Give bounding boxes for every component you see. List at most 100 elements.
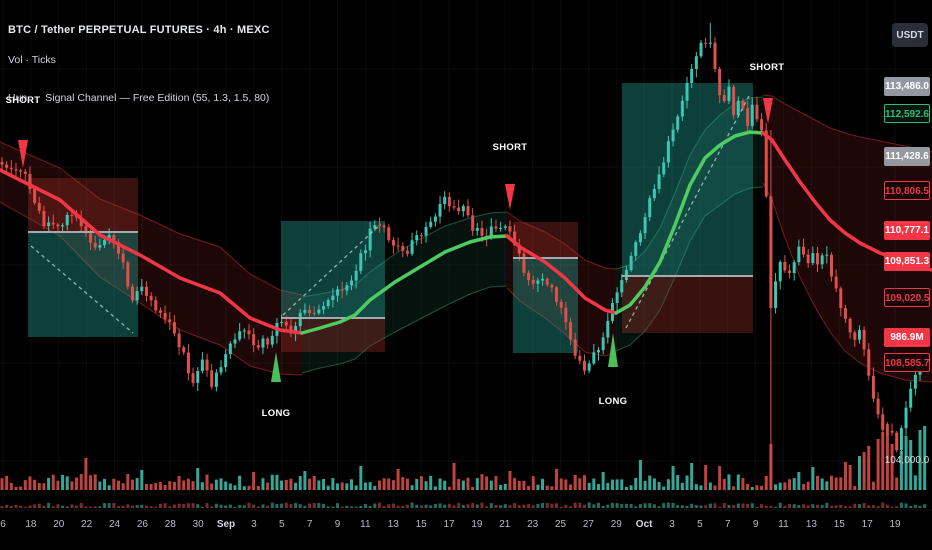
volume-bar <box>210 483 214 490</box>
candle-body <box>899 428 903 451</box>
ticks-bar <box>144 505 148 508</box>
candle-body <box>559 301 563 308</box>
candle-body <box>93 242 97 248</box>
ticks-bar <box>308 503 312 508</box>
volume-bar <box>228 483 232 490</box>
candle-body <box>573 339 577 356</box>
ticks-bar <box>508 505 512 508</box>
band-upper-edge <box>762 94 932 153</box>
volume-bar <box>284 479 288 490</box>
volume-indicator-legend[interactable]: Vol · Ticks <box>8 54 56 66</box>
trade-side-label: SHORT <box>6 95 41 106</box>
volume-bar <box>340 482 344 490</box>
candle-body <box>401 246 405 251</box>
ticks-bar <box>829 505 833 508</box>
volume-bar <box>732 486 736 490</box>
ticks-bar <box>601 506 605 508</box>
ticks-bar <box>186 503 190 508</box>
volume-bar <box>704 465 708 490</box>
volume-bar <box>294 482 298 490</box>
time-axis[interactable]: 6 18 20 22 24 26 28 30 Sep 3 5 7 9 11 13 15 17 19 21 23 25 27… <box>0 515 932 550</box>
signal-channel-indicator-legend[interactable]: Hun Signal Channel — Free Edition (55, 1.… <box>8 92 269 104</box>
ticks-bar <box>783 505 787 508</box>
volume-bar <box>303 471 307 490</box>
ticks-bar <box>140 504 144 508</box>
volume-bar <box>634 477 638 490</box>
candle-body <box>662 162 666 175</box>
ticks-bar <box>205 503 209 508</box>
ticks-bar <box>280 503 284 508</box>
ticks-bar <box>65 506 69 508</box>
volume-bar <box>503 483 507 490</box>
candle-body <box>825 254 829 256</box>
candle-body <box>168 319 172 323</box>
volume-bar <box>387 478 391 490</box>
candle-body <box>881 414 885 430</box>
ticks-bar <box>895 506 899 508</box>
time-label: 17 <box>443 519 455 530</box>
volume-bar <box>531 476 535 490</box>
volume-bar <box>755 485 759 490</box>
candle-body <box>704 42 708 44</box>
ticks-bar <box>447 503 451 508</box>
ticks-bar <box>806 505 810 508</box>
ticks-bar <box>135 505 139 508</box>
ticks-bar <box>340 506 344 508</box>
time-label: 7 <box>306 519 313 530</box>
candle-body <box>163 312 167 320</box>
candle-body <box>415 235 419 241</box>
signal-ma-line <box>505 234 618 315</box>
candle-body <box>144 286 148 296</box>
volume-bar <box>578 478 582 490</box>
volume-bar <box>806 481 810 490</box>
ticks-bar <box>233 506 237 508</box>
time-label: 15 <box>833 519 845 530</box>
time-label: 11 <box>360 519 371 530</box>
ticks-bar <box>270 502 274 508</box>
ticks-bar <box>373 503 377 508</box>
ticks-bar <box>690 503 694 508</box>
ticks-bar <box>354 506 358 508</box>
candle-body <box>769 196 773 308</box>
volume-bar <box>522 480 526 490</box>
volume-bar <box>871 481 875 490</box>
volume-bar <box>918 430 922 490</box>
candle-body <box>205 359 209 371</box>
ticks-bar <box>130 505 134 508</box>
volume-bar <box>610 479 614 490</box>
volume-bar <box>135 478 139 490</box>
candle-body <box>722 95 726 102</box>
ticks-bar <box>298 504 302 508</box>
volume-bar <box>517 480 521 490</box>
trade-side-label: LONG <box>262 408 291 419</box>
candle-body <box>298 312 302 327</box>
candle-body <box>135 291 139 301</box>
volume-bar <box>862 452 866 490</box>
ticks-bar <box>107 503 111 508</box>
volume-bar <box>410 485 414 490</box>
candle-body <box>438 204 442 217</box>
candle-body <box>158 310 162 313</box>
symbol-title[interactable]: BTC / Tether PERPETUAL FUTURES · 4h · ME… <box>8 24 270 36</box>
ticks-bar <box>904 503 908 508</box>
volume-bar <box>671 466 675 490</box>
volume-bar <box>47 477 51 490</box>
trade-box-lower <box>622 276 753 333</box>
ticks-bar <box>19 505 23 508</box>
ticks-bar <box>93 506 97 508</box>
candle-body <box>816 253 819 265</box>
volume-bar <box>559 478 563 490</box>
candle-body <box>19 170 23 172</box>
candle-body <box>764 130 768 197</box>
ticks-bar <box>191 503 195 508</box>
time-label: 15 <box>415 519 427 530</box>
volume-bar <box>42 483 46 490</box>
indicator-name-rest: Signal Channel — Free Edition (55, 1.3, … <box>45 92 270 104</box>
candle-body <box>270 335 274 345</box>
ticks-bar <box>37 503 41 508</box>
currency-toggle-button[interactable]: USDT <box>892 23 928 47</box>
ticks-bar <box>541 502 545 508</box>
volume-bar <box>923 426 927 490</box>
candle-body <box>778 261 782 282</box>
